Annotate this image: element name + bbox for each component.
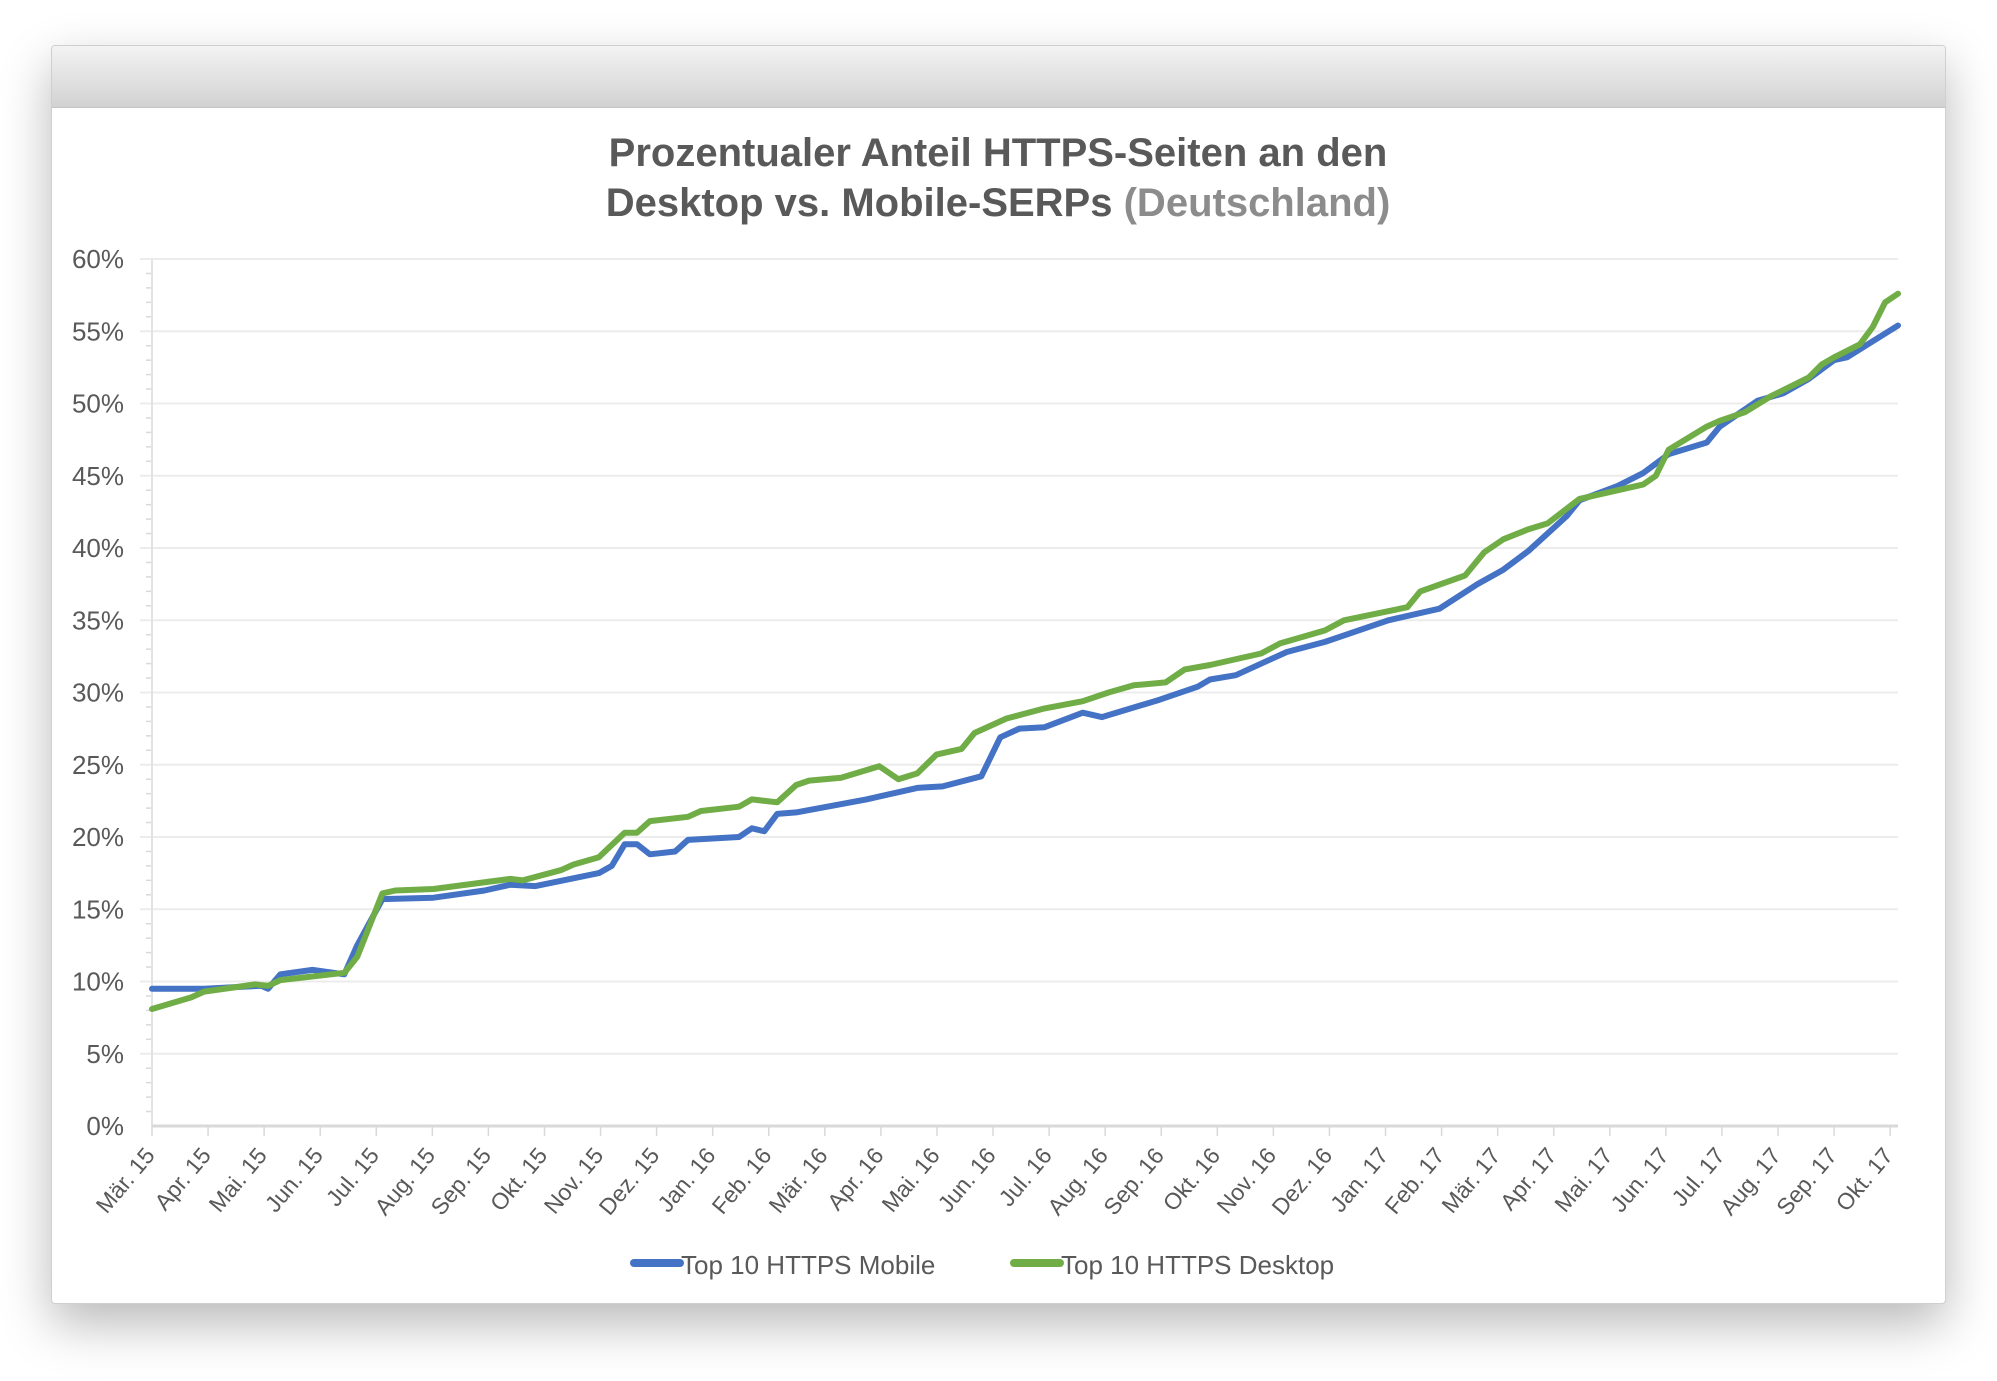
legend-label-mobile: Top 10 HTTPS Mobile	[681, 1250, 935, 1280]
y-tick-label: 25%	[72, 750, 124, 780]
y-tick-label: 10%	[72, 967, 124, 997]
y-tick-label: 5%	[86, 1039, 124, 1069]
legend-label-desktop: Top 10 HTTPS Desktop	[1061, 1250, 1334, 1280]
y-tick-label: 40%	[72, 533, 124, 563]
x-tick-label: Okt. 17	[1830, 1143, 1898, 1217]
x-tick-label: Sep. 17	[1771, 1143, 1842, 1220]
x-tick-label: Mai. 17	[1549, 1143, 1617, 1218]
x-tick-label: Mai. 16	[876, 1143, 944, 1218]
y-tick-label: 50%	[72, 389, 124, 419]
x-tick-label: Mai. 15	[204, 1143, 272, 1218]
x-tick-label: Dez. 16	[1266, 1143, 1337, 1220]
x-tick-label: Jun. 17	[1605, 1143, 1673, 1218]
y-tick-label: 15%	[72, 894, 124, 924]
x-tick-label: Mär. 16	[763, 1143, 832, 1218]
x-tick-label: Mär. 17	[1436, 1143, 1505, 1218]
x-tick-label: Dez. 15	[594, 1143, 665, 1220]
y-tick-label: 55%	[72, 316, 124, 346]
y-tick-label: 60%	[72, 244, 124, 274]
x-tick-label: Apr. 15	[149, 1143, 216, 1216]
chart-window	[51, 45, 1946, 1304]
chart-title-suffix: (Deutschland)	[1124, 181, 1391, 225]
x-tick-label: Feb. 17	[1379, 1143, 1449, 1219]
x-tick-label: Mär. 15	[91, 1143, 160, 1218]
y-tick-label: 35%	[72, 605, 124, 635]
legend: Top 10 HTTPS Mobile Top 10 HTTPS Desktop	[630, 1250, 1334, 1280]
series-line-desktop	[149, 290, 1901, 1012]
x-tick-label: Jun. 15	[260, 1143, 328, 1218]
y-tick-label: 45%	[72, 461, 124, 491]
x-tick-label: Sep. 15	[425, 1143, 496, 1220]
window-titlebar	[52, 46, 1945, 108]
series-line-mobile	[149, 322, 1901, 992]
chart-title-main: Desktop vs. Mobile-SERPs	[606, 181, 1113, 225]
x-tick-label: Jun. 16	[932, 1143, 1000, 1218]
x-tick-label: Sep. 16	[1098, 1143, 1169, 1220]
chart-title-line2: Desktop vs. Mobile-SERPs (Deutschland)	[606, 181, 1391, 225]
x-tick-label: Feb. 16	[707, 1143, 777, 1219]
x-tick-label: Apr. 17	[1495, 1143, 1562, 1216]
x-tick-label: Apr. 16	[822, 1143, 889, 1216]
x-tick-label: Aug. 17	[1715, 1143, 1786, 1220]
x-tick-label: Aug. 15	[369, 1143, 440, 1220]
y-tick-label: 0%	[86, 1111, 124, 1141]
y-tick-label: 20%	[72, 822, 124, 852]
x-tick-label: Aug. 16	[1042, 1143, 1113, 1220]
chart-title-line1: Prozentualer Anteil HTTPS-Seiten an den	[609, 131, 1388, 175]
y-tick-label: 30%	[72, 678, 124, 708]
